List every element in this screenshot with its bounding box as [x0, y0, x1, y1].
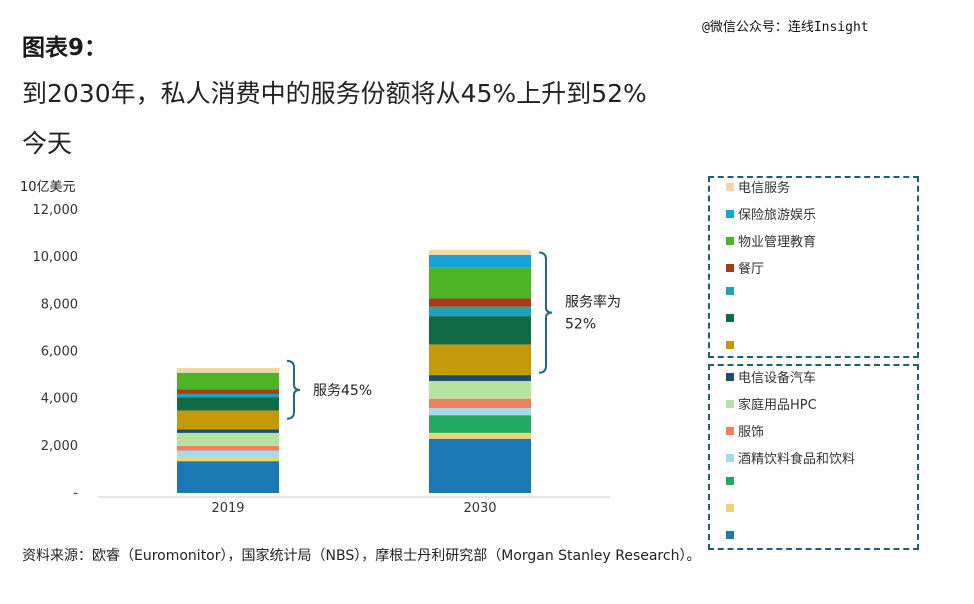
legend-swatch: [726, 427, 734, 435]
bar-segment-2030-8: [429, 316, 531, 345]
bar-segment-2030-12: [429, 254, 531, 268]
source-note: 资料来源：欧睿（Euromonitor），国家统计局（NBS），摩根士丹利研究部…: [22, 548, 701, 564]
bar-segment-2019-3: [177, 450, 279, 458]
legend-item: 酒精饮料食品和饮料: [726, 448, 856, 467]
y-tick-label: 6,000: [41, 345, 78, 360]
y-tick-label: 10,000: [33, 250, 79, 265]
annotation-label: 服务45%: [313, 383, 372, 399]
bar-segment-2030-0: [429, 438, 531, 493]
bar-segment-2019-9: [177, 393, 279, 398]
bars: [177, 250, 531, 493]
bar-segment-2019-11: [177, 373, 279, 390]
bar-segment-2030-6: [429, 375, 531, 381]
bar-segment-2030-13: [429, 250, 531, 255]
legend-swatch: [726, 183, 734, 191]
bar-segment-2019-1: [177, 457, 279, 462]
figure-label: 图表9：: [22, 35, 108, 61]
bar-segment-2019-5: [177, 432, 279, 446]
legend-swatch: [726, 341, 734, 349]
bar-segment-2019-4: [177, 445, 279, 451]
annotation-label: 服务率为 52%: [565, 294, 621, 333]
y-axis-ticks: - 2,000 4,000 6,000 8,000 10,000 12,000: [33, 203, 79, 501]
legend-item: 保险旅游娱乐: [726, 204, 817, 223]
x-tick-label: 2030: [463, 501, 496, 516]
bar-segment-2019-8: [177, 397, 279, 411]
y-axis-unit-label: 10亿美元: [20, 180, 76, 195]
legend-item: 餐厅: [726, 258, 765, 277]
y-tick-label: 2,000: [41, 439, 78, 454]
legend-label: 服饰: [738, 425, 765, 440]
legend-goods-group: 电信设备汽车 家庭用品HPC 服饰酒精饮料食品和饮料: [708, 364, 919, 550]
legend-swatch: [726, 237, 734, 245]
legend-item: [726, 285, 738, 303]
y-tick-label: 8,000: [41, 297, 78, 312]
legend-item: 物业管理教育: [726, 231, 817, 250]
legend-swatch: [726, 454, 734, 462]
annotation-bracket: [286, 359, 301, 420]
legend-item: 服饰: [726, 421, 765, 440]
bar-segment-2019-6: [177, 429, 279, 433]
bar-segment-2030-10: [429, 298, 531, 307]
legend-label: 电信服务: [738, 181, 791, 196]
legend-swatch: [726, 210, 734, 218]
y-tick-label: 4,000: [41, 392, 78, 407]
watermark: @微信公众号：连线Insight: [702, 20, 869, 35]
bar-segment-2030-2: [429, 415, 531, 433]
x-tick-label: 2019: [211, 501, 244, 516]
bar-segment-2030-9: [429, 306, 531, 317]
legend-swatch: [726, 531, 734, 539]
x-axis-ticks: 2019 2030: [211, 501, 496, 516]
legend-swatch: [726, 314, 734, 322]
y-tick-label: 12,000: [33, 203, 79, 218]
headline-line-1: 到2030年，私人消费中的服务份额将从45%上升到52%: [22, 79, 647, 108]
legend-label: 家庭用品HPC: [738, 398, 817, 413]
legend-label: 餐厅: [738, 262, 765, 277]
annotation-bracket: [538, 251, 553, 374]
bar-segment-2030-1: [429, 432, 531, 439]
legend-item: [726, 312, 738, 330]
bar-segment-2030-7: [429, 344, 531, 376]
legend-swatch: [726, 287, 734, 295]
legend-item: 电信服务: [726, 177, 791, 196]
legend-label: 物业管理教育: [738, 235, 817, 250]
legend-item: [726, 502, 738, 520]
bar-segment-2019-0: [177, 461, 279, 493]
legend-swatch: [726, 477, 734, 485]
bar-segment-2030-4: [429, 398, 531, 409]
legend-swatch: [726, 264, 734, 272]
legend-item: [726, 475, 738, 493]
legend-label: 保险旅游娱乐: [738, 208, 817, 223]
legend-item: [726, 339, 738, 357]
legend-swatch: [726, 504, 734, 512]
y-tick-label: -: [73, 486, 78, 501]
legend-label: 电信设备汽车: [738, 371, 817, 386]
bar-segment-2030-11: [429, 267, 531, 299]
legend-swatch: [726, 400, 734, 408]
bar-segment-2019-13: [177, 368, 279, 373]
legend-services-group: 电信服务保险旅游娱乐 物业管理教育 餐厅: [708, 176, 919, 358]
bar-segment-2019-7: [177, 410, 279, 430]
legend-label: 酒精饮料食品和饮料: [738, 452, 856, 467]
bar-segment-2030-5: [429, 380, 531, 399]
legend-swatch: [726, 373, 734, 381]
headline-line-2: 今天: [22, 129, 73, 158]
legend-item: 家庭用品HPC: [726, 394, 817, 413]
bar-segment-2030-3: [429, 408, 531, 416]
bracket-annotations: 服务45% 服务率为 52%: [286, 251, 621, 420]
bar-segment-2019-12: [177, 372, 279, 374]
legend-item: [726, 529, 738, 547]
bar-segment-2019-10: [177, 389, 279, 394]
legend-item: 电信设备汽车: [726, 367, 817, 386]
